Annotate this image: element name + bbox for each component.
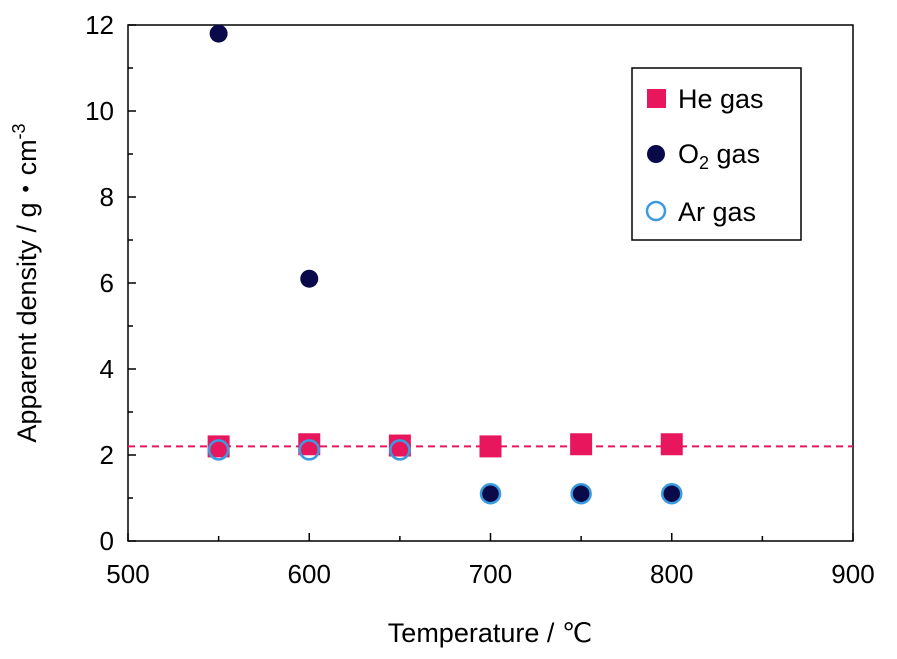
legend-label-o2: O2 gas <box>678 139 760 173</box>
data-point-he <box>479 435 502 458</box>
legend: He gas O2 gas Ar gas <box>631 67 802 241</box>
data-point-o2 <box>209 24 228 43</box>
y-axis-title-main: Apparent density / g・cm <box>12 139 42 442</box>
legend-label-he: He gas <box>678 84 764 114</box>
data-point-o2 <box>662 484 681 503</box>
data-point-ar <box>570 482 592 505</box>
legend-label-o2-suffix: gas <box>709 139 760 169</box>
data-point-o2 <box>572 484 591 503</box>
x-tick-label: 700 <box>469 559 512 589</box>
legend-marker-o2 <box>647 145 665 163</box>
data-point-ar <box>479 482 502 505</box>
data-point-he <box>298 433 321 456</box>
x-tick-label: 500 <box>106 559 149 589</box>
y-axis-title: Apparent density / g・cm-3 <box>9 123 42 442</box>
y-tick-label: 2 <box>100 440 114 470</box>
y-axis-title-superscript: -3 <box>9 123 29 139</box>
y-tick-label: 12 <box>85 10 114 40</box>
legend-label-ar: Ar gas <box>678 197 756 227</box>
data-point-ar <box>207 439 230 461</box>
y-tick-label: 6 <box>100 268 114 298</box>
legend-label-o2-base: O <box>678 139 699 169</box>
data-point-ar <box>661 482 683 505</box>
data-point-he <box>388 434 411 457</box>
y-tick-label: 4 <box>100 354 114 384</box>
x-axis-ticks: 500 600 700 800 900 <box>106 533 875 589</box>
y-axis-ticks: 0 2 4 6 8 10 12 <box>85 10 136 556</box>
y-tick-label: 8 <box>100 182 114 212</box>
data-point-ar <box>298 439 320 461</box>
y-tick-label: 0 <box>100 526 114 556</box>
legend-marker-ar <box>645 200 667 222</box>
x-tick-label: 600 <box>288 559 331 589</box>
legend-label-o2-subscript: 2 <box>699 153 709 173</box>
legend-marker-he <box>647 89 666 108</box>
series-2 <box>207 439 683 505</box>
x-axis-title: Temperature / ℃ <box>388 618 592 648</box>
series-1 <box>209 24 681 503</box>
data-point-he <box>570 433 593 456</box>
data-point-o2 <box>300 269 319 288</box>
data-points <box>207 24 683 505</box>
y-tick-label: 10 <box>85 96 114 126</box>
data-point-ar <box>389 439 411 461</box>
data-point-he <box>660 433 683 456</box>
x-tick-label: 900 <box>831 559 874 589</box>
data-point-o2 <box>481 484 500 503</box>
x-tick-label: 800 <box>650 559 693 589</box>
